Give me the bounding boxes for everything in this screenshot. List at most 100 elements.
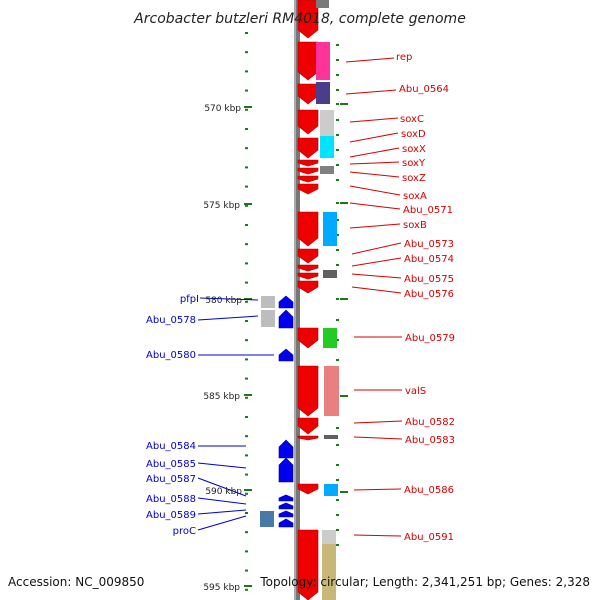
label-leader-forward xyxy=(349,202,401,210)
gene-label-abu-0587: Abu_0587 xyxy=(146,474,196,485)
feature-block xyxy=(322,530,336,544)
cds-arrow-reverse xyxy=(278,457,294,483)
gene-label-abu-0578: Abu_0578 xyxy=(146,315,196,326)
gene-label-abu-0589: Abu_0589 xyxy=(146,510,196,521)
label-leader-forward xyxy=(353,436,403,440)
gene-label-soxa: soxA xyxy=(403,191,427,202)
gene-labels-reverse: pfpI Abu_0578 Abu_0580 Abu_0584 Abu_0585… xyxy=(146,294,199,537)
feature-block-reverse xyxy=(261,296,275,308)
cds-arrow xyxy=(297,137,319,159)
feature-block xyxy=(323,212,337,246)
gene-label-rep: rep xyxy=(396,52,412,63)
gene-label-soxx: soxX xyxy=(402,144,426,155)
label-leader-reverse xyxy=(197,315,259,321)
label-leader-reverse xyxy=(197,509,247,515)
label-leader-forward xyxy=(353,420,403,424)
feature-block xyxy=(324,366,339,416)
label-leader-forward xyxy=(345,89,397,95)
cds-arrow-reverse xyxy=(278,518,294,528)
cds-arrow xyxy=(297,0,319,39)
feature-reverse-track xyxy=(260,296,275,527)
label-leader-forward xyxy=(345,57,395,63)
cds-arrow xyxy=(297,435,319,441)
kbp-label-575: 575 kbp xyxy=(203,201,240,211)
kbp-ruler xyxy=(244,32,348,591)
gene-label-soxd: soxD xyxy=(401,129,426,140)
kbp-label-585: 585 kbp xyxy=(203,392,240,402)
cds-arrow xyxy=(297,483,319,495)
gene-label-soxy: soxY xyxy=(402,158,426,169)
label-leader-forward xyxy=(353,488,402,491)
gene-label-soxz: soxZ xyxy=(402,173,426,184)
label-leaders xyxy=(197,57,403,537)
label-leader-forward xyxy=(351,273,402,279)
cds-arrow xyxy=(297,41,319,81)
gene-label-abu-0591: Abu_0591 xyxy=(404,532,454,543)
label-leader-forward xyxy=(349,185,401,196)
label-leader-forward xyxy=(349,171,400,178)
cds-arrow xyxy=(297,365,319,417)
label-leader-reverse xyxy=(197,497,247,505)
label-leader-reverse xyxy=(197,515,247,531)
feature-block xyxy=(320,136,334,158)
gene-label-proc: proC xyxy=(173,526,196,537)
gene-label-abu-0582: Abu_0582 xyxy=(405,417,455,428)
gene-label-abu-0564: Abu_0564 xyxy=(399,84,449,95)
label-leader-forward xyxy=(351,257,402,267)
map-title: Arcobacter butzleri RM4018, complete gen… xyxy=(133,11,466,27)
gene-label-soxc: soxC xyxy=(400,114,424,125)
label-leader-reverse xyxy=(199,297,259,301)
label-leader-forward xyxy=(349,132,399,143)
cds-arrow xyxy=(297,109,319,135)
cds-arrow xyxy=(297,83,319,105)
feature-block xyxy=(316,82,330,104)
feature-forward-track xyxy=(316,42,339,600)
cds-arrow xyxy=(297,167,319,175)
accession-text: Accession: NC_009850 xyxy=(8,575,144,589)
gene-label-abu-0585: Abu_0585 xyxy=(146,459,196,470)
label-leader-forward xyxy=(349,223,401,229)
cds-arrow xyxy=(297,248,319,264)
cds-arrow xyxy=(297,327,319,349)
cds-reverse-track xyxy=(278,295,294,528)
feature-block xyxy=(316,42,330,80)
gene-label-soxb: soxB xyxy=(403,220,427,231)
label-leader-forward xyxy=(353,534,402,537)
cds-arrow-reverse xyxy=(278,348,294,362)
cds-arrow xyxy=(297,417,319,435)
cds-arrow-reverse xyxy=(278,510,294,518)
feature-block xyxy=(322,544,336,600)
cds-arrow-reverse xyxy=(278,494,294,502)
kbp-label-595: 595 kbp xyxy=(203,583,240,593)
gene-label-abu-0575: Abu_0575 xyxy=(404,274,454,285)
gene-label-abu-0583: Abu_0583 xyxy=(405,435,455,446)
gene-label-abu-0584: Abu_0584 xyxy=(146,441,196,452)
label-leader-forward xyxy=(349,161,400,165)
label-leader-forward xyxy=(349,147,400,158)
feature-block xyxy=(324,484,338,496)
gene-label-abu-0576: Abu_0576 xyxy=(404,289,454,300)
cds-arrow xyxy=(297,183,319,195)
kbp-label-590: 590 kbp xyxy=(205,487,242,497)
cds-arrow xyxy=(297,280,319,294)
label-leader-forward xyxy=(349,117,399,123)
label-leader-reverse xyxy=(197,462,247,469)
gene-label-abu-0579: Abu_0579 xyxy=(405,333,455,344)
gene-label-abu-0571: Abu_0571 xyxy=(403,205,453,216)
gene-label-abu-0588: Abu_0588 xyxy=(146,494,196,505)
cds-arrow xyxy=(297,211,319,247)
feature-block-reverse xyxy=(260,511,274,527)
feature-block-reverse xyxy=(261,310,275,327)
gene-label-pfpi: pfpI xyxy=(180,294,199,305)
kbp-labels: 570 kbp 575 kbp 580 kbp 585 kbp 590 kbp … xyxy=(203,104,242,593)
cds-arrow xyxy=(297,159,319,167)
feature-block xyxy=(323,270,337,278)
gene-label-abu-0574: Abu_0574 xyxy=(404,254,454,265)
feature-block xyxy=(320,110,334,136)
feature-block xyxy=(323,328,337,348)
label-leader-reverse xyxy=(197,477,247,497)
feature-block xyxy=(320,166,334,174)
cds-arrow xyxy=(297,264,319,272)
gene-label-vals: valS xyxy=(405,386,426,397)
